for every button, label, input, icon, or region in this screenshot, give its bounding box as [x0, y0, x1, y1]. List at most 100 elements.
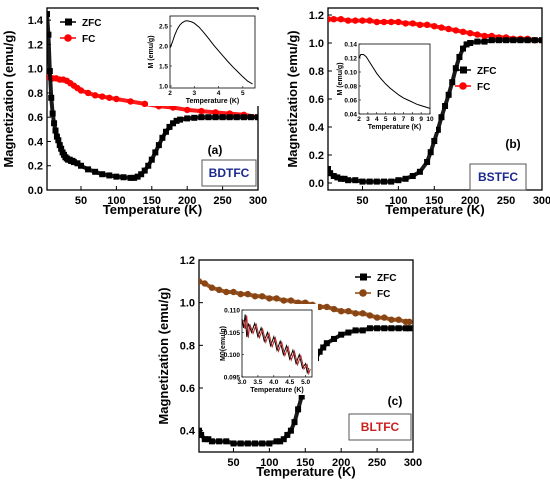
inset-background — [148, 10, 261, 106]
data-point-fc — [323, 303, 331, 311]
inset-y-tick-label: 0.14 — [344, 42, 357, 49]
data-point-zfc — [280, 436, 287, 443]
data-point-zfc — [284, 431, 291, 438]
inset-y-tick-label: 2.0 — [159, 44, 168, 51]
inset-y-tick-label: 0.095 — [224, 375, 241, 382]
legend-marker — [360, 273, 367, 281]
data-point-zfc — [134, 173, 141, 180]
data-point-zfc — [205, 114, 212, 121]
data-point-fc — [208, 284, 216, 291]
x-tick-label: 300 — [249, 195, 267, 207]
inset-data-line — [358, 54, 431, 109]
data-point-fc — [402, 20, 409, 27]
series-line-zfc — [328, 38, 542, 184]
data-point-fc — [352, 17, 359, 24]
legend-marker — [460, 66, 467, 74]
series-line-zfc — [199, 326, 410, 446]
data-point-zfc — [424, 159, 431, 165]
data-point-zfc — [145, 162, 152, 169]
data-point-zfc — [373, 178, 380, 185]
data-point-fc — [91, 92, 99, 99]
inset-x-tick-label: 4.0 — [269, 379, 278, 386]
legend-marker — [459, 82, 467, 90]
data-point-fc — [409, 20, 416, 27]
data-point-zfc — [247, 114, 254, 121]
y-tick-label: 1.2 — [309, 10, 324, 22]
data-point-zfc — [359, 327, 366, 334]
data-point-zfc — [345, 177, 352, 184]
inset-background — [220, 304, 318, 395]
data-point-zfc — [539, 37, 542, 44]
data-point-fc — [438, 24, 445, 31]
inset-x-tick-label: 7 — [402, 116, 406, 123]
data-point-zfc — [199, 427, 202, 434]
inset-y-tick-label: 0.110 — [224, 308, 240, 315]
data-point-zfc — [467, 40, 474, 46]
data-point-zfc — [337, 175, 344, 182]
inset-x-tick-label: 4.5 — [285, 379, 294, 386]
data-point-zfc — [92, 168, 99, 175]
data-point-zfc — [85, 166, 92, 173]
data-point-zfc — [328, 166, 331, 172]
data-point-fc — [280, 297, 287, 304]
data-point-zfc — [48, 94, 55, 101]
inset-x-tick-label: 4 — [217, 90, 221, 97]
data-point-fc — [359, 310, 366, 317]
data-point-zfc — [316, 348, 323, 355]
y-tick-label: 0.2 — [309, 150, 324, 162]
data-point-zfc — [295, 406, 302, 413]
data-point-fc — [381, 314, 388, 321]
data-point-zfc — [216, 438, 223, 445]
data-point-zfc — [148, 156, 155, 163]
data-point-zfc — [47, 11, 50, 18]
data-point-zfc — [120, 174, 127, 181]
data-point-zfc — [273, 438, 280, 445]
data-point-zfc — [141, 167, 148, 174]
data-point-zfc — [298, 393, 305, 400]
x-tick-label: 200 — [332, 457, 350, 469]
legend-label: ZFC — [82, 18, 101, 29]
chart-panel-a: 50 100 150 200 250 300 0.0 0.2 0.4 0.6 0.8 1.0 1.2 1.… — [1, 7, 267, 217]
data-point-zfc — [230, 440, 237, 447]
y-tick-label: 0.0 — [28, 185, 43, 197]
data-point-zfc — [155, 142, 162, 149]
series-group — [199, 278, 413, 447]
y-tick-label: 0.6 — [180, 383, 195, 395]
data-point-zfc — [323, 340, 330, 347]
data-point-zfc — [517, 37, 524, 44]
x-tick-label: 300 — [533, 195, 550, 207]
y-tick-label: 0.6 — [28, 112, 43, 124]
series-group — [47, 11, 258, 181]
data-point-zfc — [240, 114, 247, 121]
x-tick-label: 250 — [368, 457, 386, 469]
inset-frame — [241, 309, 313, 378]
inset-x-axis-label: Temperature (K) — [368, 124, 422, 131]
data-point-zfc — [138, 171, 145, 178]
data-point-zfc — [359, 178, 366, 185]
data-point-zfc — [212, 114, 219, 121]
y-axis-label: Magnetization (emu/g) — [285, 30, 300, 167]
inset-x-tick-label: 3.5 — [253, 379, 262, 386]
data-point-zfc — [113, 173, 120, 180]
legend-label: FC — [477, 82, 490, 93]
data-point-zfc — [226, 114, 233, 121]
x-axis-label: Temperature (K) — [256, 464, 355, 479]
y-axis-label: Magnetization (emu/g) — [156, 287, 171, 424]
data-point-zfc — [233, 114, 240, 121]
data-point-fc — [459, 28, 467, 35]
data-point-fc — [215, 286, 223, 294]
data-point-zfc — [58, 145, 65, 152]
inset-chart: 3.0 3.5 4.0 4.5 5.0 0.095 0.100 0.105 0.110 Tempe… — [220, 304, 318, 395]
y-tick-label: 1.0 — [28, 64, 43, 76]
data-point-fc — [251, 293, 259, 300]
inset-x-axis-label: Temperature (K) — [250, 387, 304, 394]
y-tick-label: 1.2 — [180, 255, 195, 267]
data-point-zfc — [434, 126, 441, 133]
data-point-zfc — [152, 149, 159, 156]
data-point-fc — [328, 16, 332, 23]
x-tick-label: 100 — [389, 195, 407, 207]
inset-y-axis-label: M (emu/g) — [337, 62, 344, 95]
data-point-fc — [258, 293, 266, 300]
data-point-fc — [330, 16, 337, 23]
